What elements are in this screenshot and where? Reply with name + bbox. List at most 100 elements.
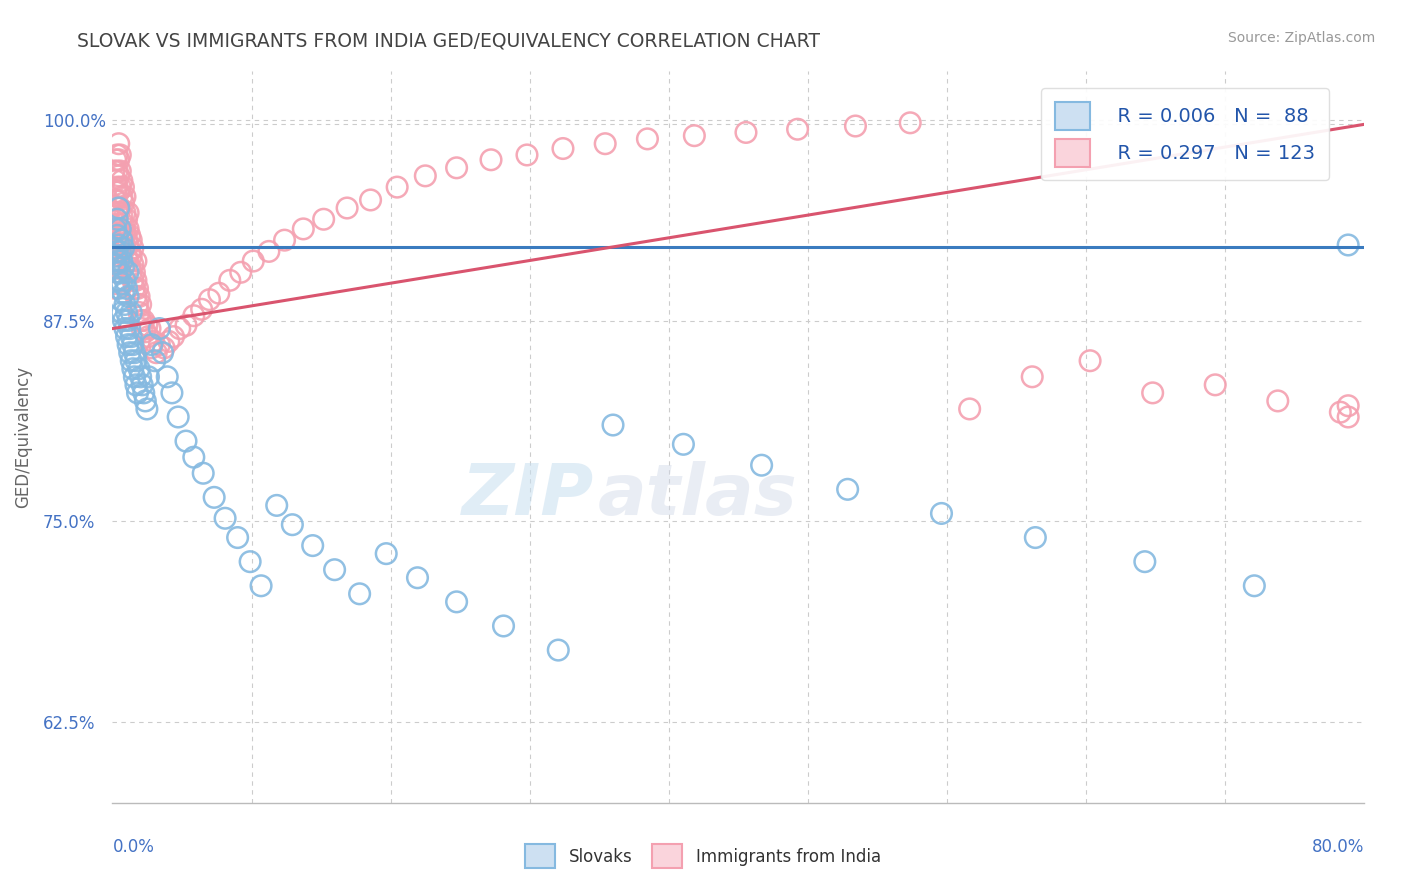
Point: [110, 222, 132, 236]
Point: [242, 254, 264, 268]
Point: [125, 289, 148, 303]
Point: [114, 297, 136, 311]
Point: [415, 169, 437, 183]
Point: [103, 209, 125, 223]
Point: [107, 136, 129, 151]
Point: [1337, 399, 1360, 413]
Point: [110, 244, 132, 259]
Point: [148, 337, 170, 351]
Point: [593, 136, 616, 151]
Point: [104, 277, 127, 291]
Point: [218, 273, 240, 287]
Point: [183, 450, 205, 465]
Point: [114, 206, 136, 220]
Point: [110, 293, 132, 307]
Point: [121, 337, 143, 351]
Point: [139, 321, 162, 335]
Point: [135, 401, 157, 416]
Point: [385, 180, 408, 194]
Point: [105, 180, 128, 194]
Point: [129, 297, 152, 311]
Point: [1267, 393, 1289, 408]
Point: [273, 233, 295, 247]
Point: [115, 281, 138, 295]
Point: [120, 353, 142, 368]
Point: [446, 595, 468, 609]
Point: [148, 321, 170, 335]
Point: [114, 190, 136, 204]
Point: [169, 321, 191, 335]
Point: [104, 257, 127, 271]
Point: [111, 241, 134, 255]
Point: [844, 119, 866, 133]
Point: [107, 254, 129, 268]
Point: [312, 212, 335, 227]
Point: [120, 329, 142, 343]
Point: [145, 345, 167, 359]
Point: [183, 309, 205, 323]
Point: [138, 369, 160, 384]
Point: [131, 321, 153, 335]
Point: [105, 212, 128, 227]
Point: [103, 241, 125, 255]
Point: [602, 417, 624, 432]
Point: [160, 385, 183, 400]
Point: [110, 201, 132, 215]
Legend: Slovaks, Immigrants from India: Slovaks, Immigrants from India: [519, 838, 887, 875]
Point: [127, 385, 149, 400]
Text: 0.0%: 0.0%: [112, 838, 155, 855]
Point: [112, 180, 135, 194]
Point: [110, 164, 132, 178]
Point: [786, 122, 808, 136]
Point: [214, 511, 236, 525]
Point: [117, 265, 139, 279]
Point: [198, 293, 221, 307]
Point: [117, 313, 139, 327]
Point: [292, 222, 315, 236]
Point: [336, 201, 359, 215]
Point: [1133, 555, 1156, 569]
Point: [105, 265, 128, 279]
Point: [110, 249, 132, 263]
Point: [117, 238, 139, 252]
Point: [931, 507, 953, 521]
Point: [1243, 579, 1265, 593]
Point: [229, 265, 252, 279]
Point: [110, 244, 132, 259]
Point: [110, 222, 132, 236]
Point: [105, 228, 128, 243]
Point: [1024, 531, 1046, 545]
Point: [138, 329, 160, 343]
Point: [104, 174, 127, 188]
Point: [1329, 405, 1351, 419]
Point: [121, 273, 143, 287]
Point: [127, 297, 149, 311]
Point: [115, 305, 138, 319]
Point: [156, 369, 179, 384]
Point: [112, 313, 135, 327]
Legend:   R = 0.006   N =  88,   R = 0.297   N = 123: R = 0.006 N = 88, R = 0.297 N = 123: [1042, 88, 1329, 180]
Point: [105, 244, 128, 259]
Point: [406, 571, 429, 585]
Point: [118, 260, 141, 275]
Point: [131, 377, 153, 392]
Point: [128, 305, 150, 319]
Point: [112, 228, 135, 243]
Point: [114, 273, 136, 287]
Point: [107, 238, 129, 252]
Point: [132, 385, 155, 400]
Point: [208, 286, 231, 301]
Point: [128, 361, 150, 376]
Point: [117, 254, 139, 268]
Point: [118, 321, 141, 335]
Point: [114, 321, 136, 335]
Point: [492, 619, 515, 633]
Point: [115, 329, 138, 343]
Point: [120, 305, 142, 319]
Point: [121, 241, 143, 255]
Point: [141, 341, 163, 355]
Point: [114, 225, 136, 239]
Point: [112, 233, 135, 247]
Point: [104, 281, 127, 295]
Point: [125, 377, 148, 392]
